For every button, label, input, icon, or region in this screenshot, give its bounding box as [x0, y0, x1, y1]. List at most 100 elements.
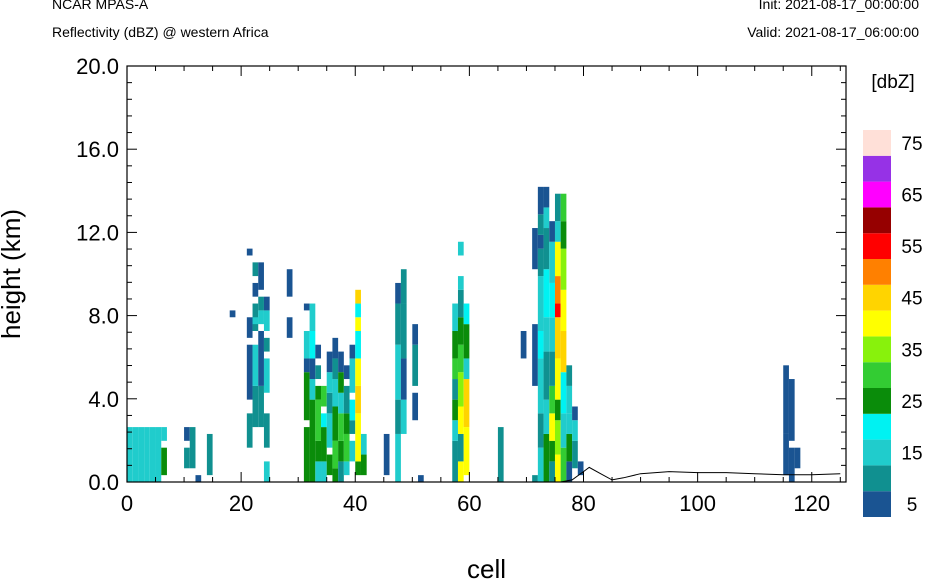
- reflectivity-cell: [315, 344, 322, 359]
- reflectivity-cell: [549, 317, 555, 352]
- reflectivity-cell: [258, 330, 264, 386]
- reflectivity-cell: [315, 385, 322, 400]
- reflectivity-cell: [263, 461, 270, 482]
- reflectivity-cell: [332, 379, 339, 407]
- reflectivity-cell: [303, 358, 310, 373]
- reflectivity-cell: [560, 248, 567, 290]
- colorbar-swatch: [863, 336, 891, 363]
- x-tick-label: 80: [571, 491, 595, 516]
- reflectivity-cell: [452, 420, 458, 441]
- reflectivity-cell: [457, 241, 464, 256]
- reflectivity-cell: [452, 379, 458, 400]
- reflectivity-cell: [554, 317, 561, 359]
- reflectivity-cell: [343, 413, 350, 434]
- reflectivity-cell: [783, 365, 789, 434]
- reflectivity-cell: [549, 461, 555, 482]
- reflectivity-cell: [395, 399, 401, 434]
- reflectivity-cell: [537, 214, 544, 235]
- reflectivity-cell: [452, 330, 458, 359]
- reflectivity-cell: [463, 324, 470, 359]
- model-name: NCAR MPAS-A: [52, 0, 149, 12]
- colorbar-label: 55: [901, 237, 922, 258]
- reflectivity-cell: [400, 358, 407, 400]
- reflectivity-cell: [549, 351, 555, 386]
- reflectivity-cell: [258, 385, 264, 428]
- reflectivity-cell: [457, 461, 464, 482]
- reflectivity-cell: [315, 440, 322, 462]
- reflectivity-cell: [263, 296, 270, 311]
- reflectivity-cell: [560, 413, 567, 448]
- reflectivity-cell: [355, 303, 361, 318]
- reflectivity-cell: [395, 433, 401, 482]
- reflectivity-cell: [321, 427, 327, 462]
- reflectivity-cell: [560, 372, 567, 414]
- colorbar-swatch: [863, 310, 891, 337]
- colorbar-title: [dbZ]: [871, 72, 914, 93]
- reflectivity-cell: [184, 447, 190, 469]
- reflectivity-cell: [543, 399, 550, 434]
- reflectivity-cell: [326, 413, 333, 448]
- reflectivity-cell: [349, 440, 356, 462]
- reflectivity-cell: [566, 413, 573, 434]
- reflectivity-cell: [303, 372, 310, 421]
- reflectivity-cell: [127, 427, 133, 482]
- reflectivity-cell: [395, 282, 401, 304]
- reflectivity-cell: [286, 317, 293, 338]
- reflectivity-cell: [543, 207, 550, 229]
- colorbar-swatch: [863, 413, 891, 440]
- reflectivity-cell: [321, 461, 327, 482]
- reflectivity-cell: [554, 303, 561, 318]
- reflectivity-cell: [537, 248, 544, 277]
- reflectivity-cell: [332, 406, 339, 441]
- x-axis-title: cell: [467, 554, 506, 580]
- reflectivity-cell: [400, 303, 407, 359]
- reflectivity-cell: [463, 427, 470, 476]
- reflectivity-cell: [400, 269, 407, 304]
- reflectivity-cell: [258, 262, 264, 290]
- reflectivity-cell: [161, 427, 167, 441]
- reflectivity-cell: [321, 385, 327, 407]
- reflectivity-cell: [184, 427, 190, 441]
- reflectivity-cell: [560, 193, 567, 222]
- reflectivity-cell: [452, 358, 458, 380]
- reflectivity-cell: [537, 358, 544, 414]
- reflectivity-cell: [349, 358, 356, 393]
- reflectivity-cell: [554, 193, 561, 222]
- reflectivity-cell: [332, 468, 339, 482]
- reflectivity-cell: [355, 330, 361, 359]
- colorbar-swatch: [863, 233, 891, 259]
- plot-frame: [126, 65, 847, 483]
- reflectivity-cell: [349, 344, 356, 359]
- y-axis-title: height (km): [0, 209, 26, 339]
- x-tick-label: 120: [793, 491, 830, 516]
- reflectivity-cell: [258, 310, 264, 325]
- reflectivity-cell: [395, 344, 401, 400]
- colorbar-swatch: [863, 491, 891, 517]
- reflectivity-cell: [532, 228, 538, 270]
- colorbar-label: 65: [901, 186, 922, 207]
- y-tick-label: 4.0: [88, 387, 119, 412]
- reflectivity-cell: [783, 433, 789, 476]
- axis-tick-labels: 0 20 40 60 80 100 120 0.0 4.0 8.0 12.0 16.0 20.0: [76, 54, 830, 516]
- reflectivity-cell: [326, 392, 333, 414]
- reflectivity-cell: [189, 427, 196, 469]
- reflectivity-cell: [543, 269, 550, 318]
- reflectivity-cell: [554, 420, 561, 455]
- reflectivity-cell: [463, 303, 470, 325]
- reflectivity-cell: [566, 365, 573, 386]
- reflectivity-cell: [349, 399, 356, 421]
- axis-ticks: [126, 65, 846, 483]
- reflectivity-cell: [537, 234, 544, 249]
- x-tick-label: 100: [679, 491, 716, 516]
- reflectivity-cell: [309, 399, 316, 482]
- reflectivity-cell: [263, 337, 270, 352]
- reflectivity-cell: [560, 447, 567, 482]
- reflectivity-cell: [549, 282, 555, 318]
- reflectivity-cell: [343, 365, 350, 380]
- y-tick-label: 16.0: [76, 137, 119, 162]
- reflectivity-cell: [566, 433, 573, 462]
- reflectivity-cell: [332, 440, 339, 469]
- reflectivity-cell: [315, 399, 322, 441]
- colorbar-swatch: [863, 155, 891, 182]
